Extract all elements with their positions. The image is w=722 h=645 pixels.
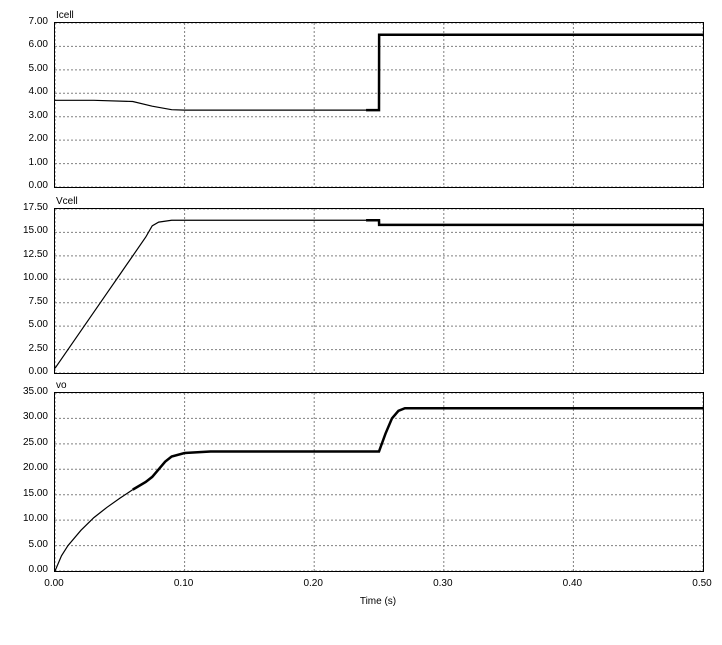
vo-chart-trace-thin [55,490,133,571]
vo-chart-ytick: 5.00 [4,540,48,550]
icell-chart-ytick: 4.00 [4,87,48,97]
vcell-chart-ytick: 15.00 [4,226,48,236]
vcell-chart-ytick: 10.00 [4,273,48,283]
vo-chart-trace-thick [133,408,703,489]
icell-chart [54,22,704,188]
vcell-chart-ytick: 17.50 [4,203,48,213]
icell-chart-ytick: 1.00 [4,158,48,168]
vcell-chart-ytick: 7.50 [4,297,48,307]
vo-chart [54,392,704,572]
chart-stack: Icell 0.00 1.00 2.00 3.00 4.00 5.00 6.00 7.00 Vce… [0,0,722,645]
vcell-chart-ytick: 0.00 [4,367,48,377]
vcell-chart-ytick: 12.50 [4,250,48,260]
vcell-chart-ytick: 5.00 [4,320,48,330]
xaxis-tick: 0.20 [303,578,322,589]
vcell-chart-trace-thin [55,220,366,368]
vo-chart-title: vo [56,380,67,391]
icell-chart-ytick: 0.00 [4,181,48,191]
xaxis-tick: 0.30 [433,578,452,589]
xaxis-tick: 0.40 [563,578,582,589]
xaxis-tick: 0.00 [44,578,63,589]
vo-chart-ytick: 20.00 [4,463,48,473]
vcell-chart-trace-thick [366,220,703,225]
xaxis-title: Time (s) [360,596,396,607]
xaxis-tick: 0.10 [174,578,193,589]
vo-chart-ytick: 25.00 [4,438,48,448]
icell-chart-title: Icell [56,10,74,21]
vcell-chart-ytick: 2.50 [4,344,48,354]
icell-chart-trace-thin [55,100,366,110]
vcell-chart [54,208,704,374]
icell-chart-ytick: 3.00 [4,111,48,121]
vcell-chart-title: Vcell [56,196,78,207]
vo-chart-ytick: 35.00 [4,387,48,397]
vo-chart-ytick: 30.00 [4,412,48,422]
vo-chart-ytick: 0.00 [4,565,48,575]
vo-chart-ytick: 15.00 [4,489,48,499]
icell-chart-ytick: 2.00 [4,134,48,144]
xaxis-tick: 0.50 [692,578,711,589]
icell-chart-ytick: 6.00 [4,40,48,50]
icell-chart-ytick: 5.00 [4,64,48,74]
icell-chart-ytick: 7.00 [4,17,48,27]
vo-chart-ytick: 10.00 [4,514,48,524]
